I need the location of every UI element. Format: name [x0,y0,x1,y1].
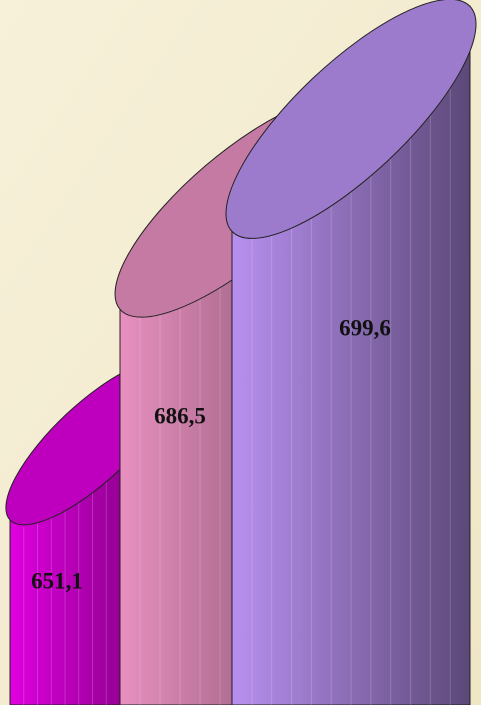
cylinder: 699,6 [225,0,477,705]
data-label: 699,6 [339,315,391,340]
cylinder-cap [225,0,477,239]
data-label: 651,1 [31,568,83,593]
data-label: 686,5 [154,403,206,428]
